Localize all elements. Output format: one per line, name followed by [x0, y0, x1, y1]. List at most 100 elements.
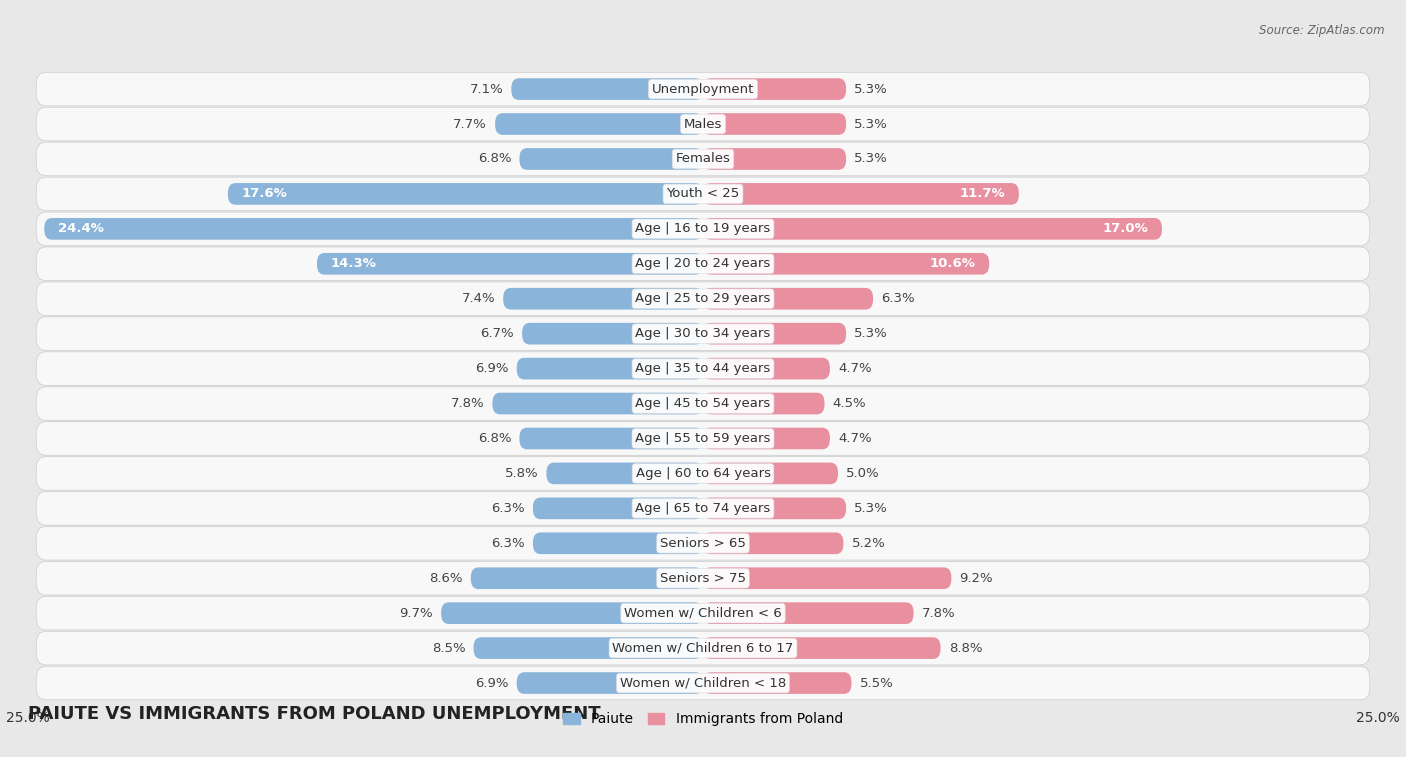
FancyBboxPatch shape	[703, 322, 846, 344]
FancyBboxPatch shape	[37, 597, 1369, 630]
FancyBboxPatch shape	[37, 212, 1369, 245]
FancyBboxPatch shape	[37, 527, 1369, 560]
Text: 5.8%: 5.8%	[505, 467, 538, 480]
Text: Age | 65 to 74 years: Age | 65 to 74 years	[636, 502, 770, 515]
FancyBboxPatch shape	[441, 603, 703, 624]
FancyBboxPatch shape	[37, 177, 1369, 210]
Text: 9.2%: 9.2%	[959, 572, 993, 584]
Text: 5.3%: 5.3%	[855, 83, 889, 95]
Text: Seniors > 75: Seniors > 75	[659, 572, 747, 584]
FancyBboxPatch shape	[703, 393, 824, 414]
FancyBboxPatch shape	[37, 73, 1369, 106]
FancyBboxPatch shape	[228, 183, 703, 204]
Text: Women w/ Children 6 to 17: Women w/ Children 6 to 17	[613, 642, 793, 655]
Text: Females: Females	[675, 152, 731, 166]
FancyBboxPatch shape	[37, 666, 1369, 699]
FancyBboxPatch shape	[37, 107, 1369, 141]
FancyBboxPatch shape	[547, 463, 703, 484]
FancyBboxPatch shape	[703, 114, 846, 135]
FancyBboxPatch shape	[703, 218, 1161, 240]
Text: Age | 25 to 29 years: Age | 25 to 29 years	[636, 292, 770, 305]
FancyBboxPatch shape	[703, 253, 990, 275]
FancyBboxPatch shape	[37, 387, 1369, 420]
FancyBboxPatch shape	[703, 672, 852, 694]
Text: Age | 16 to 19 years: Age | 16 to 19 years	[636, 223, 770, 235]
FancyBboxPatch shape	[519, 428, 703, 450]
Text: 7.8%: 7.8%	[451, 397, 484, 410]
FancyBboxPatch shape	[703, 148, 846, 170]
Text: 6.7%: 6.7%	[481, 327, 515, 340]
FancyBboxPatch shape	[316, 253, 703, 275]
Text: 6.3%: 6.3%	[491, 502, 524, 515]
FancyBboxPatch shape	[703, 428, 830, 450]
Text: 7.1%: 7.1%	[470, 83, 503, 95]
Legend: Paiute, Immigrants from Poland: Paiute, Immigrants from Poland	[558, 707, 848, 732]
FancyBboxPatch shape	[703, 532, 844, 554]
Text: 5.3%: 5.3%	[855, 152, 889, 166]
Text: 8.6%: 8.6%	[429, 572, 463, 584]
Text: 5.2%: 5.2%	[852, 537, 886, 550]
Text: 7.4%: 7.4%	[461, 292, 495, 305]
FancyBboxPatch shape	[703, 183, 1019, 204]
Text: 17.6%: 17.6%	[242, 188, 287, 201]
FancyBboxPatch shape	[37, 422, 1369, 455]
Text: Youth < 25: Youth < 25	[666, 188, 740, 201]
Text: 6.3%: 6.3%	[491, 537, 524, 550]
FancyBboxPatch shape	[703, 568, 952, 589]
Text: Seniors > 65: Seniors > 65	[659, 537, 747, 550]
Text: 14.3%: 14.3%	[330, 257, 377, 270]
FancyBboxPatch shape	[495, 114, 703, 135]
FancyBboxPatch shape	[703, 288, 873, 310]
Text: 11.7%: 11.7%	[960, 188, 1005, 201]
FancyBboxPatch shape	[519, 148, 703, 170]
Text: Age | 55 to 59 years: Age | 55 to 59 years	[636, 432, 770, 445]
FancyBboxPatch shape	[703, 637, 941, 659]
Text: 6.8%: 6.8%	[478, 432, 512, 445]
Text: 5.3%: 5.3%	[855, 117, 889, 130]
Text: 8.8%: 8.8%	[949, 642, 983, 655]
FancyBboxPatch shape	[37, 631, 1369, 665]
FancyBboxPatch shape	[533, 532, 703, 554]
Text: 9.7%: 9.7%	[399, 606, 433, 620]
Text: 7.7%: 7.7%	[453, 117, 486, 130]
Text: 17.0%: 17.0%	[1102, 223, 1149, 235]
Text: Age | 45 to 54 years: Age | 45 to 54 years	[636, 397, 770, 410]
Text: Males: Males	[683, 117, 723, 130]
FancyBboxPatch shape	[37, 352, 1369, 385]
Text: 6.9%: 6.9%	[475, 677, 509, 690]
FancyBboxPatch shape	[37, 491, 1369, 525]
Text: 24.4%: 24.4%	[58, 223, 104, 235]
FancyBboxPatch shape	[512, 78, 703, 100]
Text: 4.7%: 4.7%	[838, 362, 872, 375]
Text: Age | 60 to 64 years: Age | 60 to 64 years	[636, 467, 770, 480]
FancyBboxPatch shape	[703, 358, 830, 379]
Text: 10.6%: 10.6%	[929, 257, 976, 270]
FancyBboxPatch shape	[45, 218, 703, 240]
FancyBboxPatch shape	[37, 317, 1369, 350]
Text: Age | 20 to 24 years: Age | 20 to 24 years	[636, 257, 770, 270]
FancyBboxPatch shape	[703, 603, 914, 624]
FancyBboxPatch shape	[503, 288, 703, 310]
FancyBboxPatch shape	[533, 497, 703, 519]
Text: Age | 30 to 34 years: Age | 30 to 34 years	[636, 327, 770, 340]
FancyBboxPatch shape	[37, 247, 1369, 281]
Text: Women w/ Children < 6: Women w/ Children < 6	[624, 606, 782, 620]
FancyBboxPatch shape	[37, 562, 1369, 595]
FancyBboxPatch shape	[522, 322, 703, 344]
Text: 5.5%: 5.5%	[859, 677, 893, 690]
Text: Women w/ Children < 18: Women w/ Children < 18	[620, 677, 786, 690]
Text: 5.3%: 5.3%	[855, 502, 889, 515]
FancyBboxPatch shape	[517, 672, 703, 694]
FancyBboxPatch shape	[37, 282, 1369, 316]
Text: Age | 35 to 44 years: Age | 35 to 44 years	[636, 362, 770, 375]
FancyBboxPatch shape	[703, 497, 846, 519]
Text: PAIUTE VS IMMIGRANTS FROM POLAND UNEMPLOYMENT: PAIUTE VS IMMIGRANTS FROM POLAND UNEMPLO…	[28, 706, 600, 723]
Text: 4.5%: 4.5%	[832, 397, 866, 410]
FancyBboxPatch shape	[492, 393, 703, 414]
Text: 8.5%: 8.5%	[432, 642, 465, 655]
FancyBboxPatch shape	[703, 463, 838, 484]
FancyBboxPatch shape	[474, 637, 703, 659]
FancyBboxPatch shape	[37, 142, 1369, 176]
FancyBboxPatch shape	[517, 358, 703, 379]
Text: 5.0%: 5.0%	[846, 467, 880, 480]
